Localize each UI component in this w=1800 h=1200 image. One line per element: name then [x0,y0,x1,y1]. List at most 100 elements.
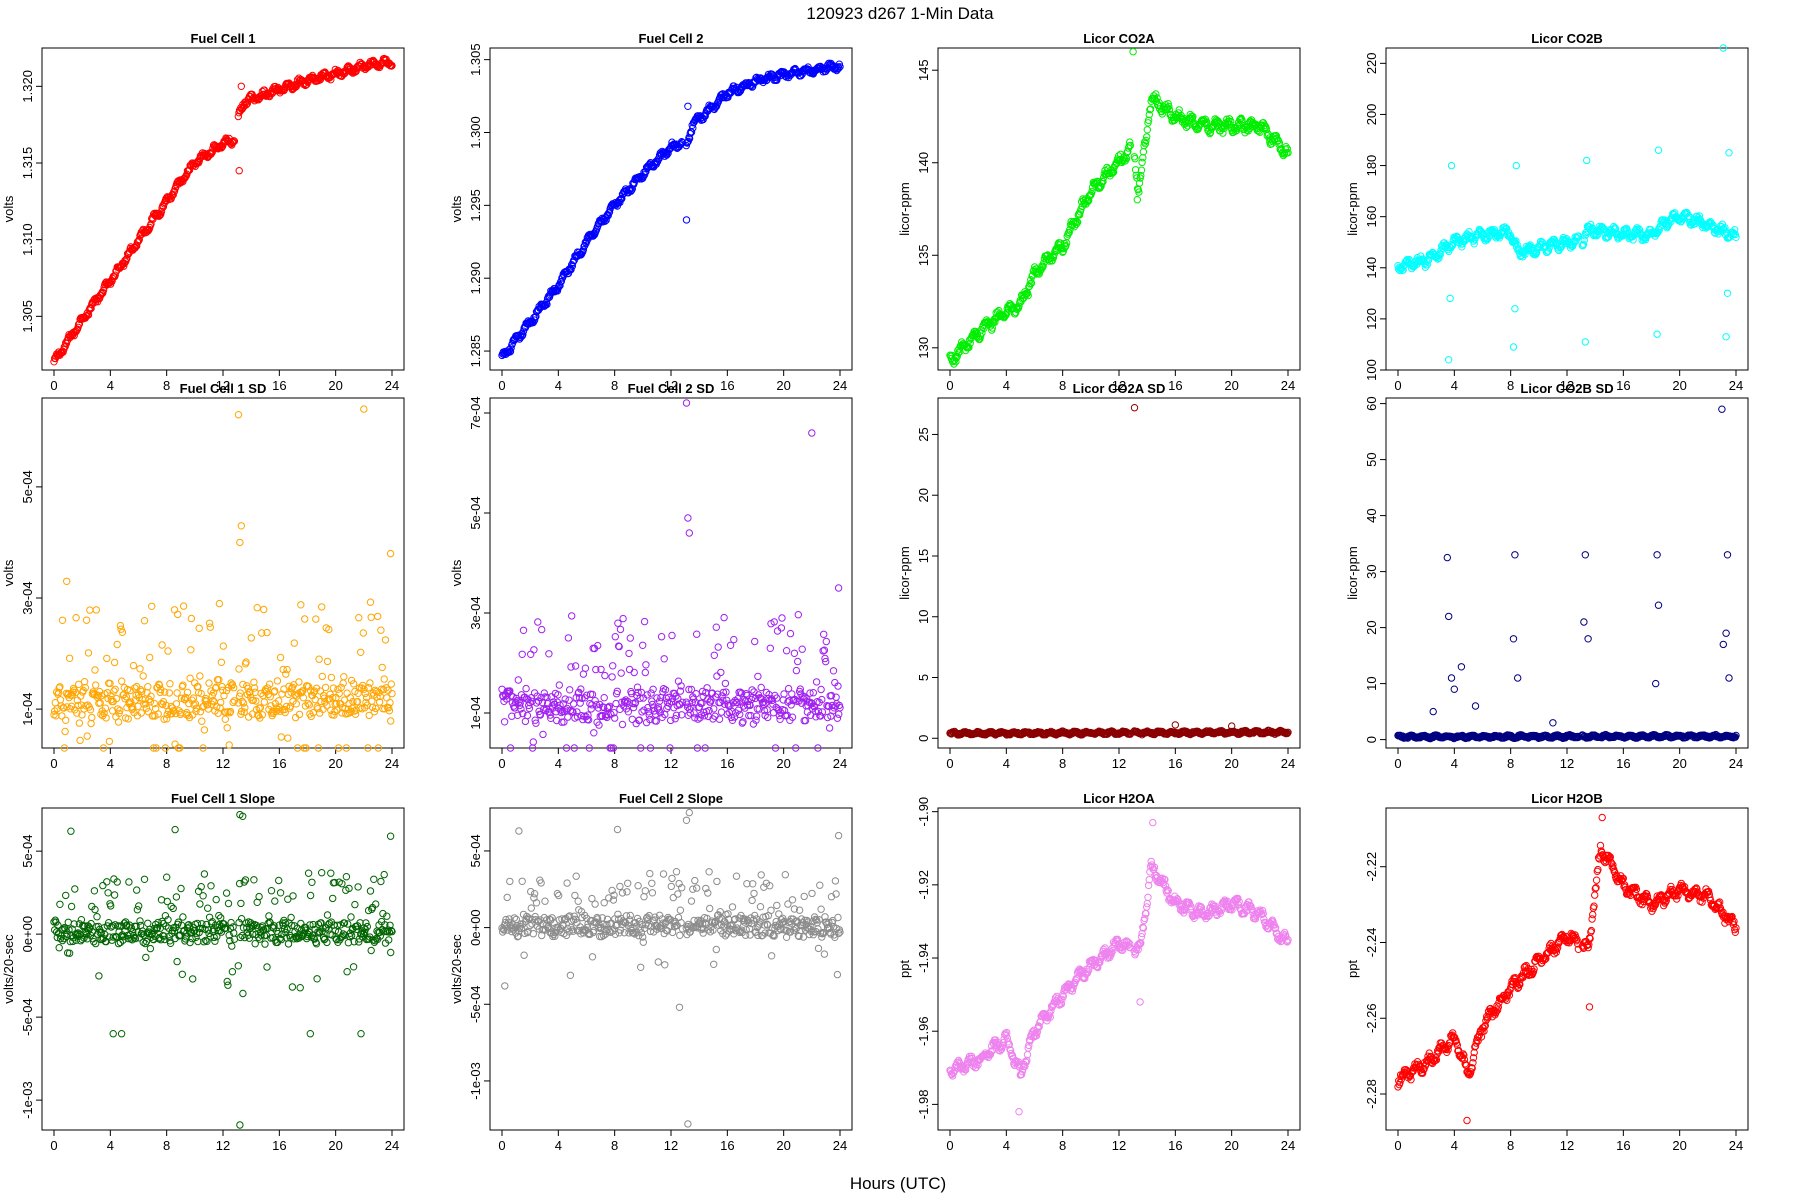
data-point [61,891,70,900]
data-point [219,642,228,650]
data-point [260,605,268,614]
y-tick-label: 200 [1364,104,1379,126]
y-tick-label: 5e-04 [20,835,35,868]
panel-title: Licor CO2B [1531,31,1603,46]
figure-x-axis-label: Hours (UTC) [850,1174,946,1193]
data-series [1394,44,1740,364]
data-point [1141,140,1150,148]
data-point [58,616,67,624]
y-tick-label: 3e-04 [20,581,35,614]
x-tick-label: 20 [776,756,790,771]
data-point [355,614,363,622]
data-point [625,665,634,674]
data-point [329,894,337,903]
data-point [1088,187,1096,196]
y-tick-label: 25 [916,427,931,441]
data-point [86,606,94,614]
data-point [1436,250,1445,259]
data-point [75,719,84,727]
data-point [263,963,271,971]
data-point [56,900,64,908]
data-point [284,734,292,742]
data-point [215,599,224,608]
data-point [1145,110,1154,119]
data-point [377,626,385,634]
y-axis-label: volts [1,559,16,586]
data-point [296,984,304,992]
data-point-outlier [1584,635,1592,643]
data-point [140,617,149,625]
data-point [1114,157,1122,165]
data-point-outlier [1443,553,1452,562]
data-point-outlier [1725,149,1733,157]
x-tick-label: 24 [1281,756,1295,771]
data-point [532,312,540,321]
x-tick-label: 20 [776,1138,790,1153]
data-point [183,170,191,178]
data-point [1014,303,1022,312]
data-point [167,195,175,203]
data-point [212,895,220,904]
data-point [518,650,526,658]
data-point [556,281,564,290]
data-point [640,617,649,626]
y-axis-label: licor-ppm [1345,546,1360,599]
data-series [946,404,1292,739]
data-point [123,254,131,263]
x-tick-label: 24 [385,1138,399,1153]
data-point [205,679,213,687]
x-tick-label: 8 [163,756,170,771]
y-axis-label: licor-ppm [897,182,912,235]
panel-title: Fuel Cell 2 [638,31,703,46]
data-point [56,696,65,704]
data-point [387,680,395,688]
data-point [835,64,843,72]
x-tick-label: 16 [1616,378,1630,393]
panel-title: Licor CO2A SD [1073,381,1166,396]
data-point [617,669,625,677]
data-point-outlier [1509,343,1518,351]
data-point-outlier [1446,294,1454,303]
data-point [340,673,348,681]
data-point [1449,241,1457,250]
data-point [387,717,395,725]
y-tick-label: 0 [916,735,931,742]
data-point [1137,166,1146,174]
data-series [50,405,396,752]
data-point [347,913,355,921]
data-point [1611,225,1620,233]
x-tick-label: 0 [1394,756,1401,771]
x-tick-label: 8 [1507,756,1514,771]
data-point-outlier [1580,618,1588,626]
plot-frame [937,397,1301,749]
data-point [715,715,724,723]
data-point-outlier [1512,161,1521,170]
data-point-outlier [1652,679,1660,688]
data-point [543,300,551,309]
y-axis-label: volts [449,559,464,586]
data-point [1283,145,1292,153]
data-point [103,654,111,663]
data-point [1140,141,1148,150]
data-point [530,646,538,654]
x-tick-label: 16 [720,378,734,393]
data-point [829,667,838,675]
data-point [138,230,146,238]
data-point [1075,210,1083,218]
plot-frame [489,47,853,371]
data-point [1544,247,1553,255]
panel-title: Fuel Cell 2 Slope [619,791,723,806]
data-point-outlier [1171,721,1180,729]
x-tick-label: 16 [1168,378,1182,393]
data-point [836,63,844,71]
data-point [1126,141,1135,150]
y-tick-label: 1.290 [468,262,483,295]
data-point-outlier [1722,333,1730,341]
x-tick-label: 4 [107,756,114,771]
data-point [179,602,188,610]
x-tick-label: 20 [1672,756,1686,771]
data-point [241,876,250,884]
data-point [713,672,721,680]
data-point [65,654,74,662]
y-tick-label: 1e-04 [20,692,35,725]
